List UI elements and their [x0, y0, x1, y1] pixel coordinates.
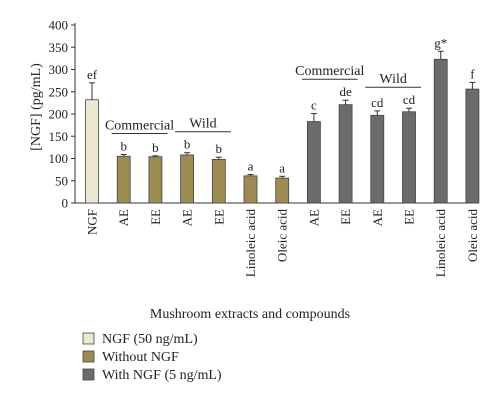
axes: [74, 23, 478, 204]
group-label: Commercial: [105, 118, 174, 133]
group-label: Wild: [189, 117, 216, 132]
significance-label: b: [216, 141, 223, 156]
y-tick-label: 300: [49, 62, 69, 77]
bar: [370, 114, 385, 204]
y-tick-label: 0: [62, 196, 69, 211]
bar: [211, 158, 226, 204]
bar: [85, 99, 99, 204]
legend-swatch: [82, 350, 95, 363]
x-axis-label: Mushroom extracts and compounds: [150, 307, 350, 322]
group-label: Wild: [379, 72, 406, 87]
bar: [433, 58, 448, 204]
y-tick-label: 50: [55, 173, 68, 188]
y-axis-label: [NGF] (pg/mL): [29, 63, 44, 151]
significance-label: a: [279, 160, 285, 175]
significance-label: cd: [371, 95, 384, 110]
x-tick-label: NGF: [85, 209, 100, 235]
bar: [465, 88, 480, 204]
x-tick-label: Oleic acid: [465, 209, 480, 263]
x-tick-label: AE: [116, 209, 131, 226]
legend-entry: With NGF (5 ng/mL): [102, 368, 222, 383]
x-tick-label: Linoleic acid: [433, 209, 448, 278]
legend-swatch: [82, 368, 95, 381]
y-tick-label: 250: [49, 84, 69, 99]
x-tick-labels: NGF AE EE AE EE Linoleic acid Oleic acid AE EE AE…: [85, 209, 480, 278]
x-tick-label: Oleic acid: [275, 209, 290, 263]
significance-label: ef: [87, 67, 98, 82]
legend-entry: Without NGF: [102, 350, 179, 365]
group-label: Commercial: [295, 64, 364, 79]
bar: [338, 104, 353, 204]
x-tick-label: AE: [306, 209, 321, 226]
significance-label: b: [184, 137, 191, 152]
bar: [243, 175, 258, 204]
significance-label: b: [152, 140, 159, 155]
y-tick-label: 150: [49, 129, 69, 144]
x-tick-label: EE: [402, 209, 417, 225]
bar: [402, 111, 416, 204]
y-tick-label: 350: [49, 40, 69, 55]
group-labels: Commercial Wild Commercial Wild: [105, 64, 421, 134]
x-tick-label: AE: [370, 209, 385, 226]
legend-swatch: [82, 332, 95, 345]
significance-label: cd: [403, 92, 416, 107]
y-tick-label: 100: [49, 151, 69, 166]
bar: [116, 155, 131, 204]
y-ticks: 0 50 100 150 200 250 300 350 400: [49, 18, 75, 211]
x-tick-label: EE: [211, 209, 226, 225]
legend: NGF (50 ng/mL) Without NGF With NGF (5 ng/…: [82, 332, 222, 383]
bar: [275, 177, 290, 204]
x-tick-label: Linoleic acid: [243, 209, 258, 278]
bar: [180, 154, 195, 204]
significance-label: a: [248, 159, 254, 174]
y-tick-label: 200: [49, 107, 69, 122]
significance-label: de: [339, 84, 352, 99]
x-tick-label: AE: [180, 209, 195, 226]
x-tick-label: EE: [148, 209, 163, 225]
significance-label: f: [470, 66, 475, 81]
significance-label: b: [120, 138, 127, 153]
bar: [148, 156, 163, 204]
significance-label: c: [311, 98, 317, 113]
y-tick-label: 400: [49, 18, 69, 33]
significance-label: g*: [434, 35, 447, 50]
bar: [306, 121, 321, 204]
bars: ef b b b b a a c de cd cd g* f: [85, 35, 480, 204]
legend-entry: NGF (50 ng/mL): [102, 332, 198, 347]
x-tick-label: EE: [338, 209, 353, 225]
